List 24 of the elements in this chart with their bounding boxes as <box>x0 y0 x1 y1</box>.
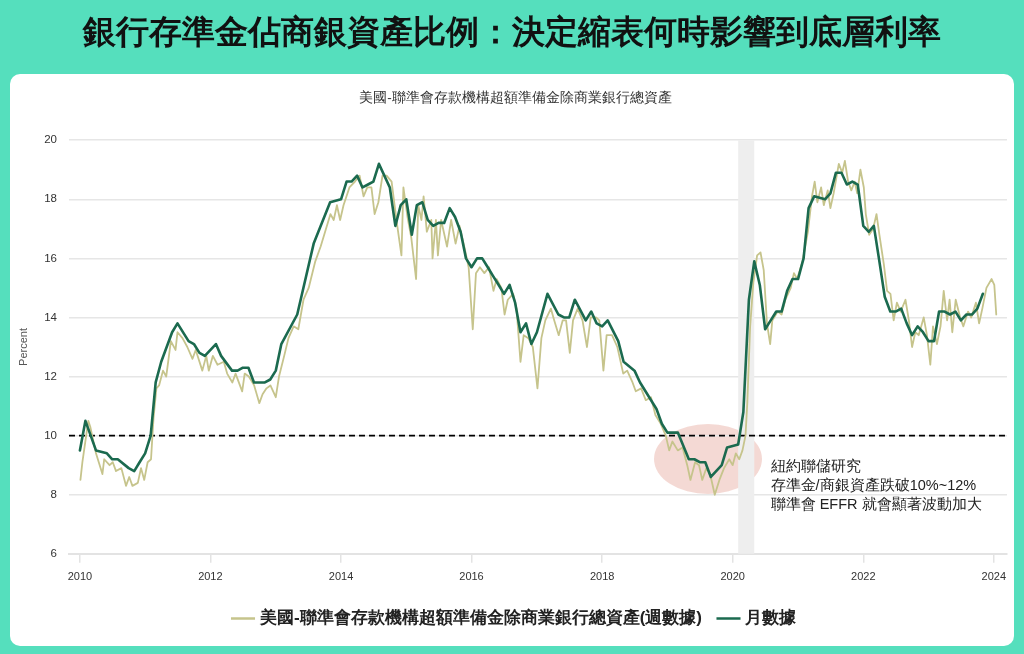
annotation: 紐約聯儲研究 <box>769 457 861 474</box>
chart-subtitle: 美國-聯準會存款機構超額準備金除商業銀行總資產 <box>359 89 672 105</box>
y-axis-title: Percent <box>16 328 29 366</box>
chart-title: 銀行存準金佔商銀資產比例：決定縮表何時影響到底層利率 <box>81 12 942 52</box>
x-tick-label: 2018 <box>589 570 615 583</box>
y-tick-label: 20 <box>44 133 57 146</box>
x-tick-label: 2016 <box>459 570 484 583</box>
y-tick-label: 10 <box>44 428 57 441</box>
y-tick-label: 8 <box>50 487 57 500</box>
y-tick-label: 18 <box>44 192 57 205</box>
x-tick-label: 2014 <box>328 570 354 583</box>
x-tick-label: 2012 <box>198 570 223 583</box>
annotation: 聯準會 EFFR 就會顯著波動加大 <box>770 495 982 512</box>
x-tick-label: 2022 <box>851 570 876 583</box>
legend-label: 美國-聯準會存款機構超額準備金除商業銀行總資產(週數據) <box>259 608 702 628</box>
y-tick-label: 6 <box>50 546 57 559</box>
y-tick-label: 12 <box>44 369 57 382</box>
legend-label: 月數據 <box>744 608 798 628</box>
x-tick-label: 2010 <box>67 570 93 583</box>
x-tick-label: 2024 <box>981 570 1007 583</box>
y-tick-label: 14 <box>44 310 58 323</box>
y-tick-label: 16 <box>44 251 57 264</box>
annotation: 存準金/商銀資產跌破10%~12% <box>770 476 977 493</box>
x-tick-label: 2020 <box>720 570 745 583</box>
